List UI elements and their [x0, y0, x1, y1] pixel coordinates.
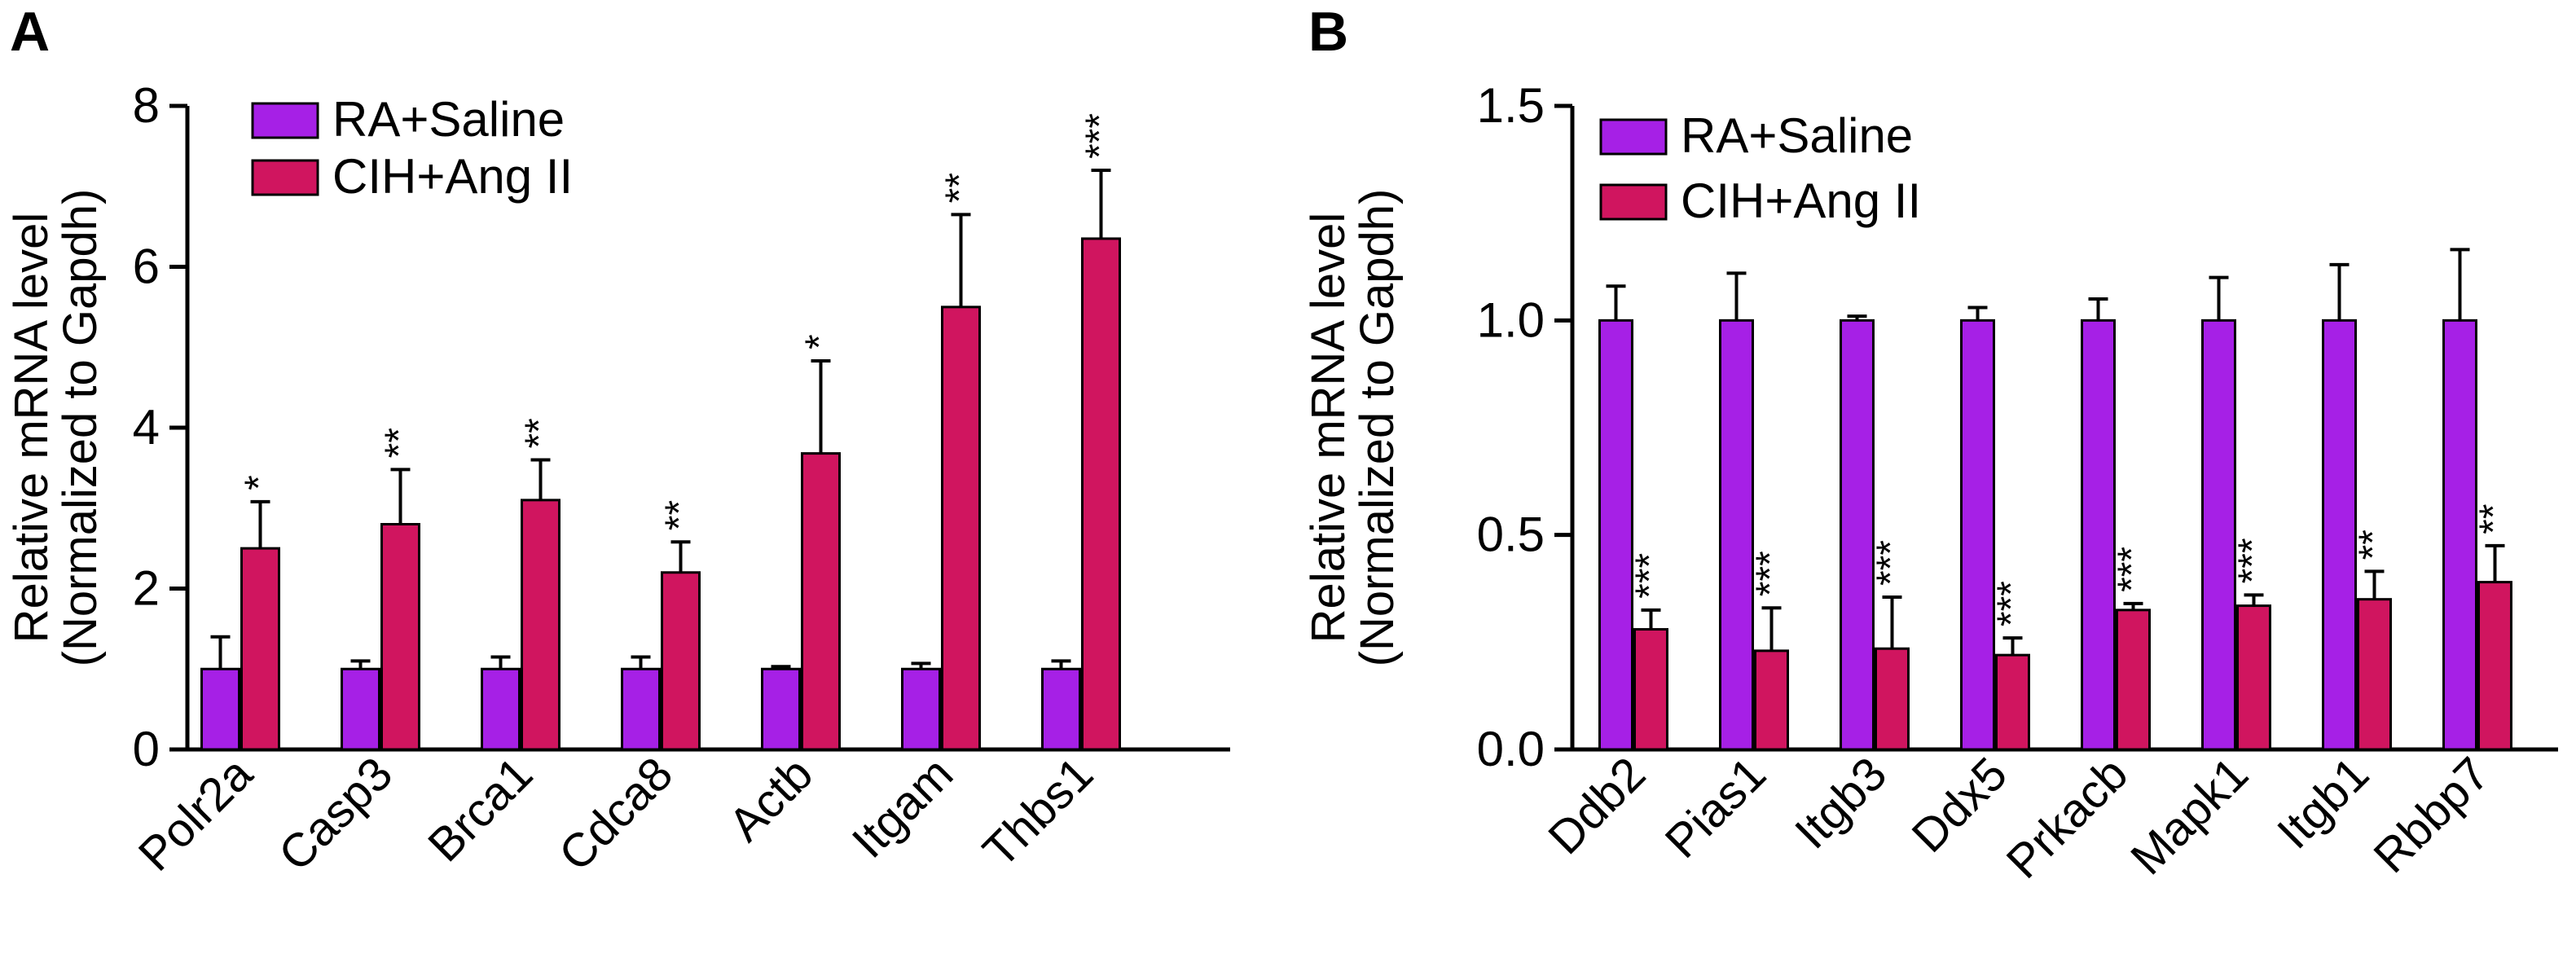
- category-label: Itgam: [842, 747, 964, 868]
- bar-ra-saline-pias1: [1719, 319, 1754, 751]
- bar-ra-saline-itgam: [901, 667, 941, 751]
- legend-label: RA+Saline: [332, 92, 565, 147]
- legend-swatch: [1599, 118, 1668, 156]
- category-label: Itgb3: [1785, 747, 1897, 859]
- bar-cih-ang-ii-mapk1: [2236, 604, 2271, 751]
- bar-ra-saline-casp3: [341, 667, 380, 751]
- bar-ra-saline-ddb2: [1598, 319, 1633, 751]
- category-label: Prkacb: [1997, 747, 2139, 889]
- bar-cih-ang-ii-itgb1: [2357, 598, 2392, 751]
- category-label: Mapk1: [2121, 747, 2258, 885]
- significance-marker: **: [378, 428, 421, 458]
- category-label: Brca1: [418, 747, 543, 872]
- category-label: Cdca8: [549, 747, 684, 881]
- legend-label: CIH+Ang II: [332, 149, 573, 204]
- legend-swatch: [1599, 183, 1668, 221]
- category-label: Pias1: [1655, 747, 1777, 868]
- category-label: Rbbp7: [2363, 747, 2499, 883]
- y-axis-subtitle: (Normalized to Gapdh): [1351, 189, 1404, 667]
- y-axis-title: Relative mRNA level: [1302, 213, 1355, 644]
- bar-cih-ang-ii-itgam: [941, 305, 981, 751]
- significance-marker: *: [798, 334, 842, 349]
- y-axis-title: Relative mRNA level: [5, 213, 58, 644]
- bar-cih-ang-ii-pias1: [1754, 649, 1789, 751]
- legend-swatch: [251, 159, 319, 196]
- legend-label: RA+Saline: [1681, 108, 1913, 163]
- bar-cih-ang-ii-thbs1: [1081, 237, 1121, 751]
- category-label: Itgb1: [2267, 747, 2379, 859]
- bar-cih-ang-ii-polr2a: [240, 547, 280, 751]
- bar-ra-saline-polr2a: [200, 667, 240, 751]
- bar-ra-saline-mapk1: [2201, 319, 2236, 751]
- legend-label: CIH+Ang II: [1681, 174, 1921, 228]
- bar-ra-saline-itgb3: [1840, 319, 1875, 751]
- y-tick-label: 0.5: [1477, 508, 1545, 562]
- y-tick-label: 0: [133, 722, 160, 776]
- y-tick-label: 8: [133, 78, 160, 133]
- bar-cih-ang-ii-ddx5: [1995, 653, 2030, 751]
- y-tick-label: 6: [133, 240, 160, 294]
- bar-cih-ang-ii-brca1: [521, 499, 560, 751]
- y-tick-label: 1.5: [1477, 78, 1545, 133]
- category-label: Ddx5: [1901, 747, 2017, 863]
- significance-marker: ***: [1990, 581, 2033, 626]
- bar-cih-ang-ii-cdca8: [661, 571, 701, 751]
- significance-marker: **: [2352, 530, 2395, 560]
- significance-marker: **: [518, 418, 561, 448]
- category-label: Casp3: [269, 747, 403, 881]
- bar-cih-ang-ii-actb: [801, 452, 841, 751]
- y-tick-label: 1.0: [1477, 292, 1545, 347]
- category-label: Ddb2: [1538, 747, 1655, 864]
- bar-ra-saline-ddx5: [1960, 319, 1995, 751]
- bar-cih-ang-ii-itgb3: [1875, 647, 1910, 751]
- significance-marker: ***: [1749, 551, 1792, 596]
- bar-cih-ang-ii-casp3: [380, 523, 420, 751]
- significance-marker: ***: [2231, 538, 2275, 583]
- bar-cih-ang-ii-rbbp7: [2477, 581, 2512, 751]
- bar-ra-saline-thbs1: [1041, 667, 1081, 751]
- bar-ra-saline-cdca8: [621, 667, 661, 751]
- significance-marker: **: [2473, 503, 2516, 534]
- y-tick-label: 0.0: [1477, 722, 1545, 776]
- bar-ra-saline-itgb1: [2322, 319, 2357, 751]
- y-axis-subtitle: (Normalized to Gapdh): [54, 189, 107, 667]
- y-tick-label: 2: [133, 561, 160, 616]
- category-label: Thbs1: [973, 747, 1103, 877]
- bar-cih-ang-ii-ddb2: [1633, 628, 1668, 751]
- significance-marker: ***: [1079, 113, 1122, 159]
- panel-b: B 0.0 0.5 1.0 1.5 Relative mRNA level(Normal…: [1302, 1, 2558, 889]
- significance-marker: ***: [1870, 540, 1913, 586]
- legend-swatch: [251, 102, 319, 139]
- bar-ra-saline-actb: [761, 667, 801, 751]
- bar-ra-saline-brca1: [481, 667, 521, 751]
- significance-marker: ***: [1629, 553, 1672, 599]
- panel-a: A 0 2 4 6 8 Relative mRNA level(Normalized to…: [5, 1, 1230, 881]
- category-label: Actb: [719, 747, 823, 851]
- y-tick-label: 4: [133, 400, 160, 455]
- significance-marker: **: [939, 173, 982, 203]
- significance-marker: **: [658, 500, 701, 530]
- bar-cih-ang-ii-prkacb: [2116, 609, 2151, 751]
- significance-marker: ***: [2111, 547, 2154, 592]
- bar-ra-saline-prkacb: [2081, 319, 2116, 751]
- panel-letter-a: A: [10, 1, 50, 63]
- bar-ra-saline-rbbp7: [2442, 319, 2477, 751]
- significance-marker: *: [238, 475, 281, 490]
- panel-letter-b: B: [1308, 1, 1348, 63]
